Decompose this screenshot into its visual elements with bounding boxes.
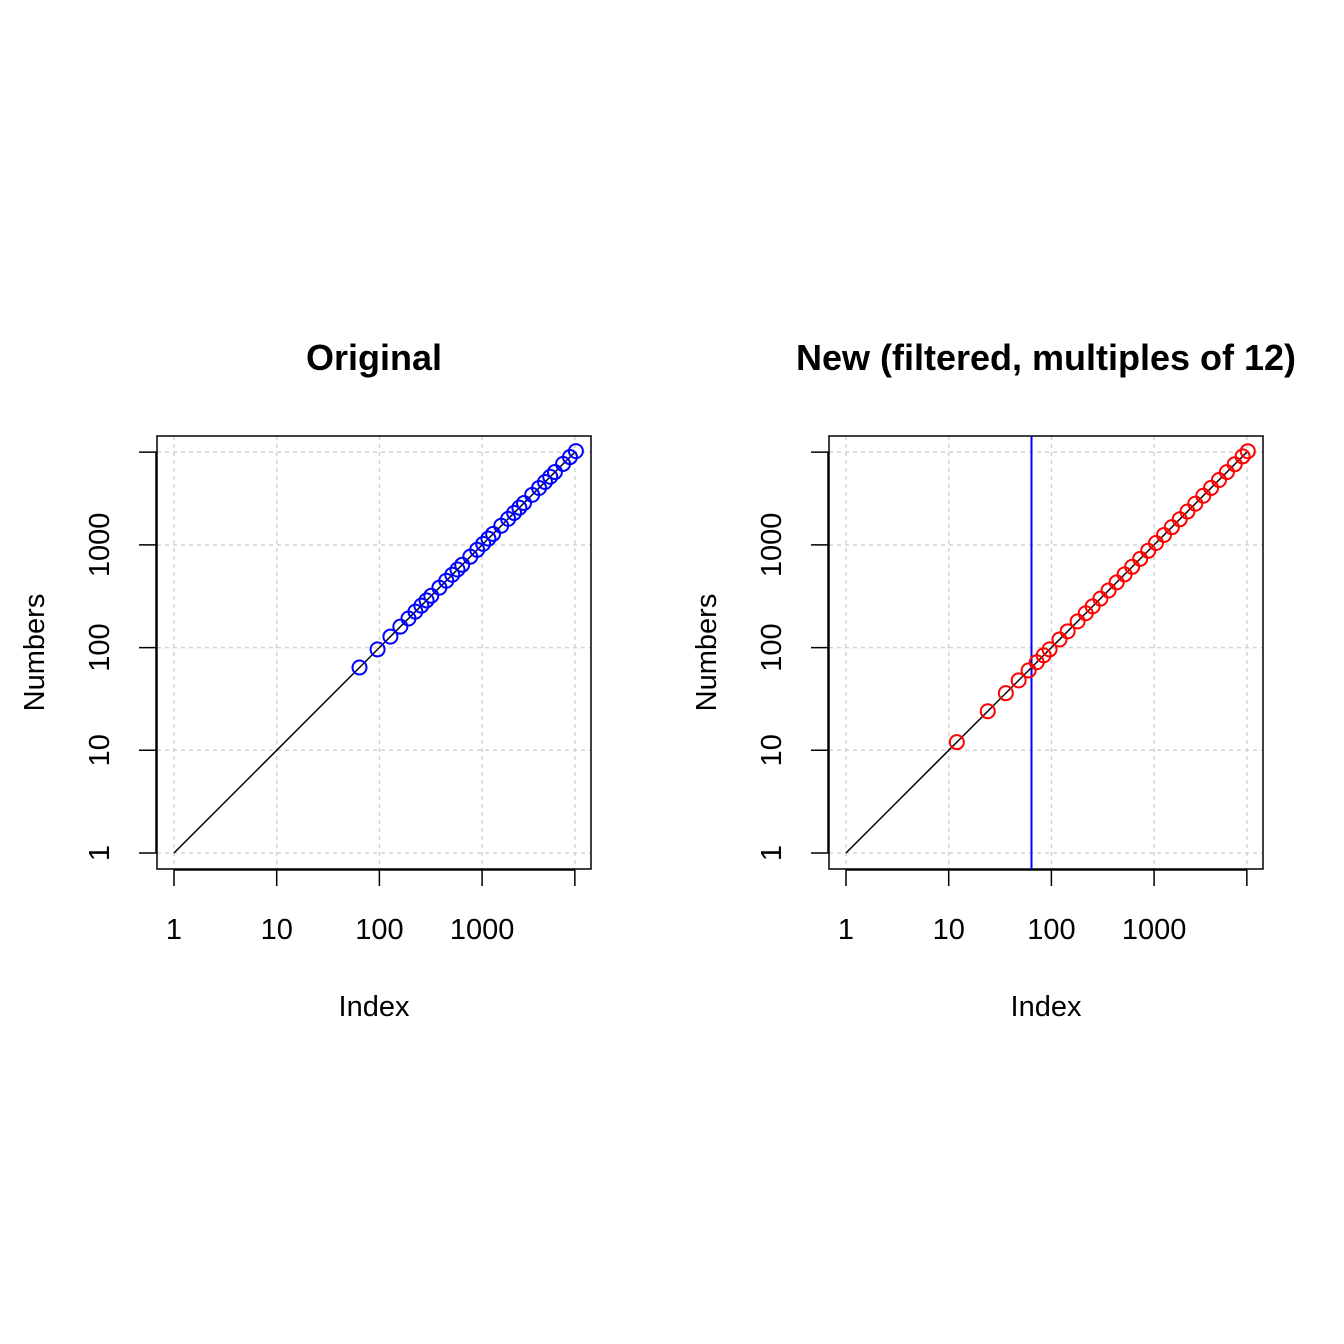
x-axis-title: Index — [339, 991, 410, 1023]
plot-frame — [156, 435, 592, 870]
y-tick-label: 1000 — [756, 513, 788, 578]
x-tick-label: 10 — [261, 914, 293, 946]
x-axis: 1 10 100 1000 — [838, 869, 1248, 946]
data-point — [546, 464, 563, 481]
x-tick-label: 100 — [355, 914, 403, 946]
y-tick-label: 10 — [756, 734, 788, 766]
data-point — [351, 659, 368, 676]
data-points — [351, 443, 584, 676]
data-point — [997, 685, 1014, 702]
x-tick-label: 1 — [838, 914, 854, 946]
data-point — [475, 535, 492, 552]
data-point — [516, 494, 533, 511]
data-point — [423, 587, 440, 604]
data-point — [480, 530, 497, 547]
data-point — [369, 641, 386, 658]
data-point — [1010, 672, 1027, 689]
data-point — [382, 628, 399, 645]
data-point — [392, 618, 409, 635]
data-point — [1100, 582, 1117, 599]
y-axis-title: Numbers — [19, 594, 51, 712]
data-point — [1132, 550, 1149, 567]
data-point — [506, 504, 523, 521]
data-point — [1148, 534, 1165, 551]
plot-frame — [828, 435, 1264, 870]
x-tick-label: 1000 — [1122, 914, 1187, 946]
panel-filtered: New (filtered, multiples of 12) Index Nu… — [691, 337, 1296, 1023]
y-tick-label: 10 — [84, 734, 116, 766]
data-point — [454, 556, 471, 573]
x-tick-label: 1 — [166, 914, 182, 946]
y-tick-label: 1000 — [84, 513, 116, 578]
data-point — [979, 703, 996, 720]
reference-line — [173, 451, 576, 854]
reference-line — [845, 451, 1248, 854]
y-tick-label: 1 — [756, 845, 788, 861]
x-tick-label: 100 — [1027, 914, 1075, 946]
data-point — [413, 597, 430, 614]
x-axis-title: Index — [1011, 991, 1082, 1023]
data-point — [449, 561, 466, 578]
data-point — [511, 499, 528, 516]
data-point — [1020, 662, 1037, 679]
data-point — [485, 525, 502, 542]
grid — [157, 436, 591, 869]
y-axis: 1 10 100 1000 — [756, 451, 829, 861]
data-points — [948, 443, 1256, 751]
data-point — [542, 468, 559, 485]
data-point — [1059, 623, 1076, 640]
data-point — [444, 566, 461, 583]
data-point — [1092, 590, 1109, 607]
y-axis-title: Numbers — [691, 594, 723, 712]
chart-title: New (filtered, multiples of 12) — [796, 337, 1296, 378]
x-tick-label: 10 — [933, 914, 965, 946]
x-axis: 1 10 100 1000 — [166, 869, 576, 946]
panel-original: Original Index Numbers 1 10 100 10001101001… — [19, 337, 592, 1023]
y-tick-label: 100 — [756, 623, 788, 671]
y-tick-label: 100 — [84, 623, 116, 671]
data-point — [948, 734, 965, 751]
data-point — [536, 474, 553, 491]
chart-title: Original — [306, 337, 442, 378]
data-point — [1041, 641, 1058, 658]
y-axis: 1 10 100 1000 — [84, 451, 157, 861]
x-tick-label: 1000 — [450, 914, 515, 946]
data-point — [1239, 443, 1256, 460]
data-point — [1187, 495, 1204, 512]
data-point — [1234, 448, 1251, 465]
y-tick-label: 1 — [84, 845, 116, 861]
data-point — [418, 592, 435, 609]
data-point — [1069, 613, 1086, 630]
data-point — [567, 443, 584, 460]
data-point — [1124, 558, 1141, 575]
grid — [829, 436, 1263, 869]
data-point — [1051, 631, 1068, 648]
